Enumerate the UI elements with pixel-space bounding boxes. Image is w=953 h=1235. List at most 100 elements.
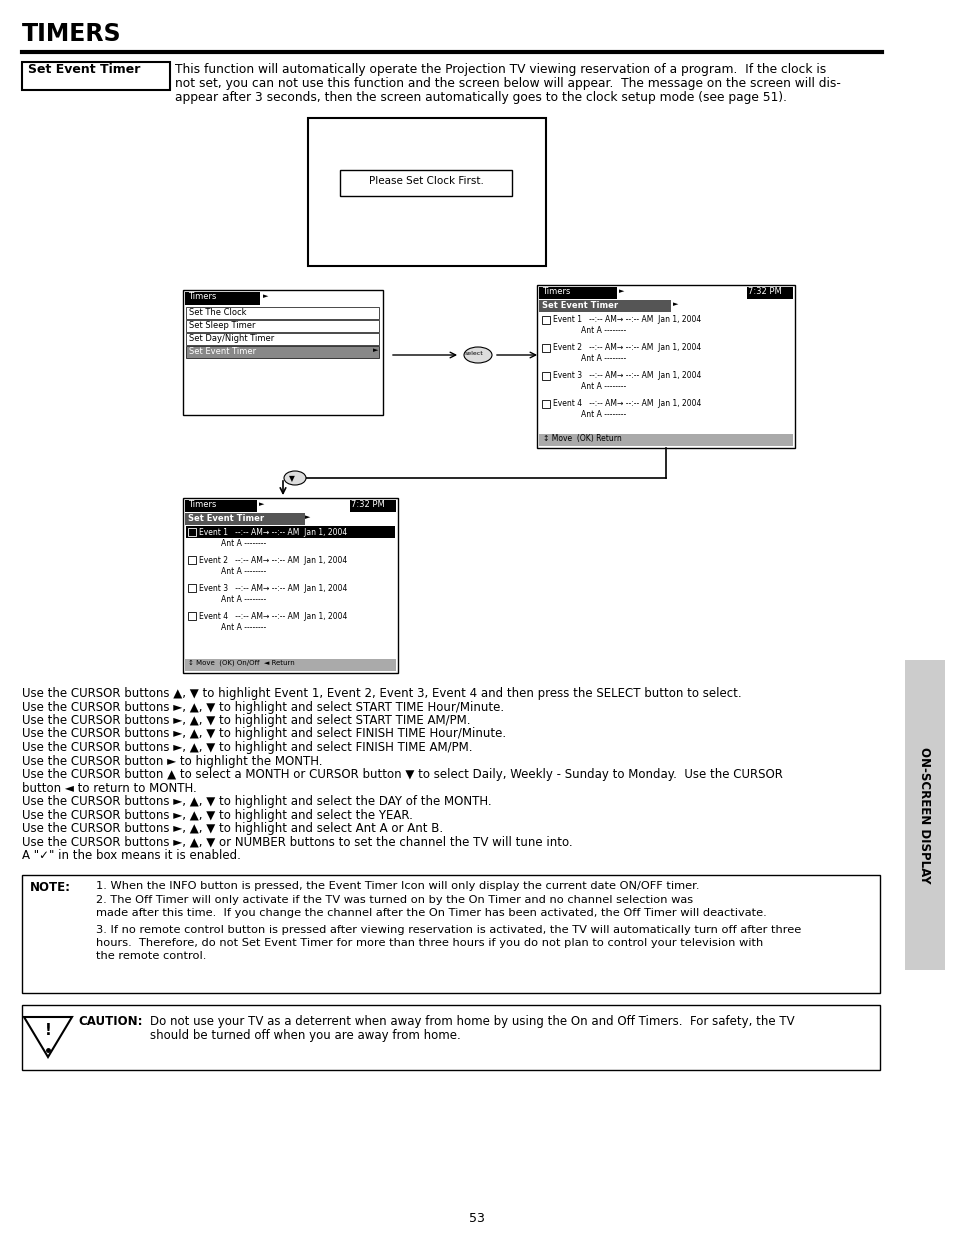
Text: Set Event Timer: Set Event Timer (28, 63, 140, 77)
Bar (538, 433, 792, 446)
Bar (183, 498, 397, 673)
Text: Set Sleep Timer: Set Sleep Timer (189, 321, 255, 330)
Bar (185, 659, 395, 671)
Text: Ant A --------: Ant A -------- (221, 567, 266, 576)
Text: ►: ► (258, 501, 264, 508)
Text: ►: ► (618, 288, 623, 294)
Bar (22, 1005, 879, 1070)
Text: This function will automatically operate the Projection TV viewing reservation o: This function will automatically operate… (174, 63, 825, 77)
Bar (186, 346, 378, 358)
Text: the remote control.: the remote control. (96, 951, 206, 961)
Bar (904, 659, 944, 969)
Text: Set Day/Night Timer: Set Day/Night Timer (189, 333, 274, 343)
Text: ►: ► (672, 301, 678, 308)
Text: Use the CURSOR buttons ►, ▲, ▼ to highlight and select Ant A or Ant B.: Use the CURSOR buttons ►, ▲, ▼ to highli… (22, 823, 442, 835)
Bar (188, 584, 195, 592)
Ellipse shape (463, 347, 492, 363)
Text: 3. If no remote control button is pressed after viewing reservation is activated: 3. If no remote control button is presse… (96, 925, 801, 935)
Text: Ant A --------: Ant A -------- (221, 622, 266, 632)
Text: not set, you can not use this function and the screen below will appear.  The me: not set, you can not use this function a… (174, 77, 840, 90)
Text: Set Event Timer: Set Event Timer (188, 514, 264, 522)
Text: TIMERS: TIMERS (22, 22, 121, 46)
Text: should be turned off when you are away from home.: should be turned off when you are away f… (150, 1029, 460, 1042)
Text: Ant A --------: Ant A -------- (580, 382, 625, 391)
Text: ▼: ▼ (289, 474, 294, 483)
Text: hours.  Therefore, do not Set Event Timer for more than three hours if you do no: hours. Therefore, do not Set Event Timer… (96, 939, 762, 948)
Bar (188, 613, 195, 620)
Bar (22, 62, 170, 90)
Text: Event 3   --:-- AM→ --:-- AM  Jan 1, 2004: Event 3 --:-- AM→ --:-- AM Jan 1, 2004 (553, 370, 700, 380)
Text: Timers: Timers (188, 291, 216, 301)
Text: ↕ Move  (OK) On/Off  ◄ Return: ↕ Move (OK) On/Off ◄ Return (188, 659, 294, 666)
Text: !: ! (45, 1023, 51, 1037)
Text: Use the CURSOR buttons ►, ▲, ▼ or NUMBER buttons to set the channel the TV will : Use the CURSOR buttons ►, ▲, ▼ or NUMBER… (22, 836, 572, 848)
Text: Please Set Clock First.: Please Set Clock First. (368, 177, 483, 186)
Bar (746, 287, 792, 299)
Text: NOTE:: NOTE: (30, 881, 71, 894)
Text: Timers: Timers (541, 287, 570, 296)
Text: Use the CURSOR buttons ►, ▲, ▼ to highlight and select the DAY of the MONTH.: Use the CURSOR buttons ►, ▲, ▼ to highli… (22, 795, 491, 808)
Bar (541, 345, 550, 352)
Text: 2. The Off Timer will only activate if the TV was turned on by the On Timer and : 2. The Off Timer will only activate if t… (96, 895, 693, 905)
Text: appear after 3 seconds, then the screen automatically goes to the clock setup mo: appear after 3 seconds, then the screen … (174, 91, 786, 104)
Bar (22, 876, 879, 993)
Bar (538, 300, 670, 312)
Bar (188, 529, 195, 536)
Text: CAUTION:: CAUTION: (78, 1015, 142, 1028)
Bar (186, 526, 395, 538)
Text: Use the CURSOR buttons ►, ▲, ▼ to highlight and select FINISH TIME Hour/Minute.: Use the CURSOR buttons ►, ▲, ▼ to highli… (22, 727, 506, 741)
Bar (541, 316, 550, 324)
Text: ↕ Move  (OK) Return: ↕ Move (OK) Return (542, 433, 621, 443)
Text: made after this time.  If you change the channel after the On Timer has been act: made after this time. If you change the … (96, 908, 766, 918)
Text: Use the CURSOR buttons ▲, ▼ to highlight Event 1, Event 2, Event 3, Event 4 and : Use the CURSOR buttons ▲, ▼ to highlight… (22, 687, 740, 700)
Bar (185, 291, 260, 305)
Bar (185, 500, 256, 513)
Text: ►: ► (373, 347, 378, 353)
Text: Ant A --------: Ant A -------- (580, 354, 625, 363)
Ellipse shape (284, 471, 306, 485)
Text: 1. When the INFO button is pressed, the Event Timer Icon will only display the c: 1. When the INFO button is pressed, the … (96, 881, 699, 890)
Text: ►: ► (305, 514, 310, 520)
Text: Do not use your TV as a deterrent when away from home by using the On and Off Ti: Do not use your TV as a deterrent when a… (150, 1015, 794, 1028)
Text: Ant A --------: Ant A -------- (580, 410, 625, 419)
Text: select: select (464, 351, 483, 356)
Text: Ant A --------: Ant A -------- (221, 595, 266, 604)
Text: A "✓" in the box means it is enabled.: A "✓" in the box means it is enabled. (22, 848, 240, 862)
Text: button ◄ to return to MONTH.: button ◄ to return to MONTH. (22, 782, 196, 794)
Text: Event 4   --:-- AM→ --:-- AM  Jan 1, 2004: Event 4 --:-- AM→ --:-- AM Jan 1, 2004 (199, 613, 347, 621)
Text: Event 2   --:-- AM→ --:-- AM  Jan 1, 2004: Event 2 --:-- AM→ --:-- AM Jan 1, 2004 (199, 556, 347, 564)
Text: Event 4   --:-- AM→ --:-- AM  Jan 1, 2004: Event 4 --:-- AM→ --:-- AM Jan 1, 2004 (553, 399, 700, 408)
Bar (186, 320, 378, 332)
Text: Timers: Timers (188, 500, 216, 509)
Text: Ant A --------: Ant A -------- (221, 538, 266, 548)
Bar (537, 285, 794, 448)
Bar (350, 500, 395, 513)
Bar (339, 170, 512, 196)
Bar (185, 513, 305, 525)
Text: Event 1   --:-- AM→ --:-- AM  Jan 1, 2004: Event 1 --:-- AM→ --:-- AM Jan 1, 2004 (199, 529, 347, 537)
Text: Event 1   --:-- AM→ --:-- AM  Jan 1, 2004: Event 1 --:-- AM→ --:-- AM Jan 1, 2004 (553, 315, 700, 324)
Text: Use the CURSOR button ▲ to select a MONTH or CURSOR button ▼ to select Daily, We: Use the CURSOR button ▲ to select a MONT… (22, 768, 782, 781)
Text: Ant A --------: Ant A -------- (580, 326, 625, 335)
Bar (308, 119, 545, 266)
Polygon shape (24, 1016, 71, 1057)
Text: 53: 53 (469, 1212, 484, 1225)
Text: Set Event Timer: Set Event Timer (189, 347, 255, 356)
Text: Use the CURSOR buttons ►, ▲, ▼ to highlight and select START TIME Hour/Minute.: Use the CURSOR buttons ►, ▲, ▼ to highli… (22, 700, 503, 714)
Bar (188, 556, 195, 564)
Bar (186, 308, 378, 319)
Text: Set The Clock: Set The Clock (189, 308, 246, 317)
Text: Set Event Timer: Set Event Timer (541, 301, 618, 310)
Text: 7:32 PM: 7:32 PM (351, 500, 384, 509)
Bar (183, 290, 382, 415)
Bar (541, 400, 550, 408)
Bar (538, 287, 617, 299)
Text: ON-SCREEN DISPLAY: ON-SCREEN DISPLAY (918, 747, 930, 883)
Text: ►: ► (263, 293, 268, 299)
Bar (186, 333, 378, 345)
Text: Event 3   --:-- AM→ --:-- AM  Jan 1, 2004: Event 3 --:-- AM→ --:-- AM Jan 1, 2004 (199, 584, 347, 593)
Bar (541, 372, 550, 380)
Text: 7:32 PM: 7:32 PM (747, 287, 781, 296)
Text: Event 2   --:-- AM→ --:-- AM  Jan 1, 2004: Event 2 --:-- AM→ --:-- AM Jan 1, 2004 (553, 343, 700, 352)
Text: Use the CURSOR buttons ►, ▲, ▼ to highlight and select FINISH TIME AM/PM.: Use the CURSOR buttons ►, ▲, ▼ to highli… (22, 741, 472, 755)
